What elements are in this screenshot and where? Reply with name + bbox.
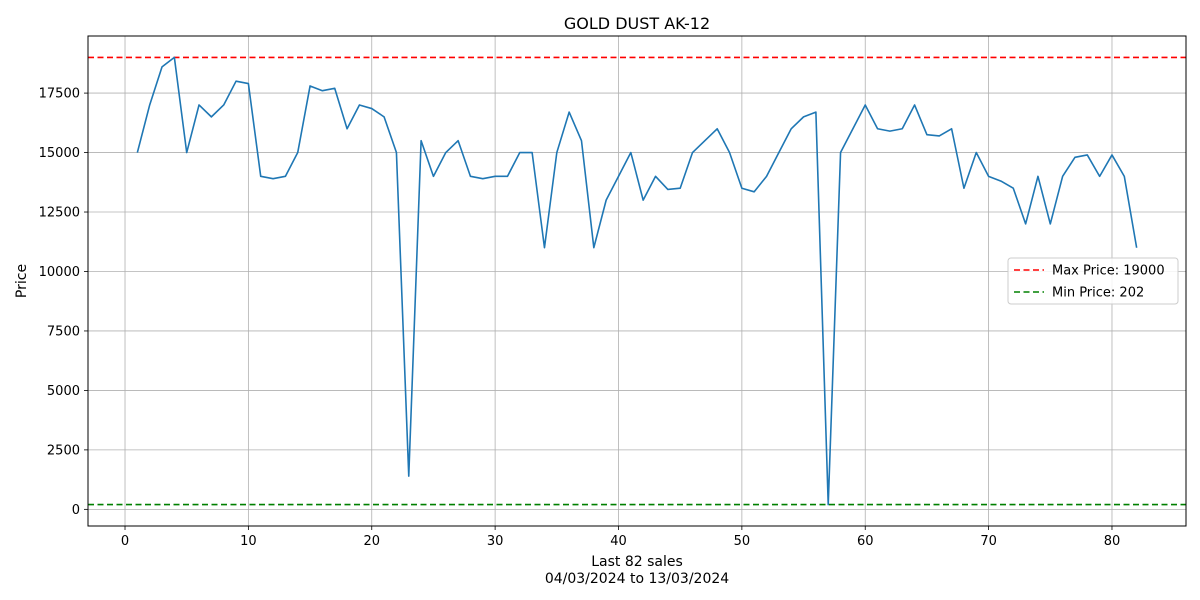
series-line-0 <box>136 56 1138 506</box>
x-axis-label: Last 82 sales <box>591 554 683 570</box>
y-tick-label: 2500 <box>47 443 80 458</box>
legend-entry-label: Min Price: 202 <box>1052 286 1144 301</box>
y-axis-label: Price <box>14 264 30 298</box>
x-tick-label: 40 <box>610 534 627 549</box>
y-tick-label: 12500 <box>39 206 80 221</box>
y-tick-label: 7500 <box>47 324 80 339</box>
x-tick-label: 60 <box>857 534 874 549</box>
legend-entry-label: Max Price: 19000 <box>1052 264 1165 279</box>
y-tick-label: 5000 <box>47 384 80 399</box>
x-tick-label: 10 <box>240 534 257 549</box>
plot-frame <box>87 35 1187 527</box>
x-tick-label: 70 <box>980 534 997 549</box>
x-tick-label: 30 <box>487 534 504 549</box>
x-tick-label: 50 <box>734 534 751 549</box>
y-tick-label: 15000 <box>39 146 80 161</box>
reference-lines <box>88 56 1186 506</box>
series-group <box>136 56 1138 506</box>
x-tick-label: 0 <box>121 534 129 549</box>
y-tick-label: 10000 <box>39 265 80 280</box>
x-tick-label: 20 <box>363 534 380 549</box>
y-tick-label: 17500 <box>39 87 80 102</box>
y-tick-label: 0 <box>72 503 80 518</box>
legend: Max Price: 19000 Min Price: 202 <box>1007 257 1179 305</box>
y-axis-ticks: 0 2500 5000 7500 10000 12500 15000 17500 <box>39 87 88 518</box>
x-tick-label: 80 <box>1104 534 1121 549</box>
legend-box <box>1007 257 1179 305</box>
grid-lines <box>88 36 1186 526</box>
x-axis-sublabel: 04/03/2024 to 13/03/2024 <box>545 571 729 587</box>
chart-title: GOLD DUST AK-12 <box>564 14 710 33</box>
x-axis-ticks: 0 10 20 30 40 50 60 70 80 <box>121 526 1120 549</box>
